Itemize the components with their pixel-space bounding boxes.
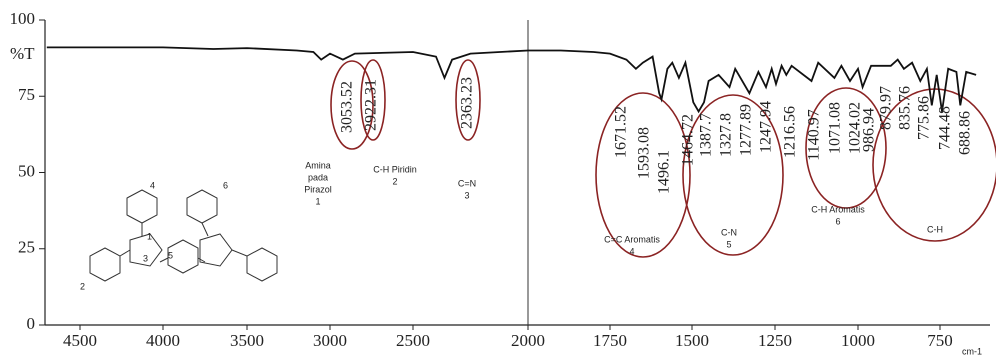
peak-label: 1464.72 bbox=[680, 114, 697, 166]
x-tick-label: 3000 bbox=[313, 331, 347, 350]
peak-label: 744.48 bbox=[937, 106, 954, 150]
peak-label: 1496.1 bbox=[656, 150, 673, 194]
peak-label: 775.86 bbox=[916, 96, 933, 140]
x-tick-label: 3500 bbox=[230, 331, 264, 350]
group-label: Pirazol bbox=[304, 184, 332, 194]
group-label: 6 bbox=[835, 216, 840, 226]
group-label: 3 bbox=[464, 190, 469, 200]
ring bbox=[89, 247, 121, 282]
ring bbox=[186, 189, 218, 224]
x-tick-label: 4500 bbox=[63, 331, 97, 350]
x-tick-label: 1750 bbox=[593, 331, 627, 350]
group-label: 2 bbox=[392, 176, 397, 186]
group-label: 4 bbox=[629, 246, 634, 256]
bond bbox=[231, 249, 248, 257]
peak-label: 1024.02 bbox=[847, 102, 864, 154]
bond bbox=[159, 257, 169, 263]
x-tick-label: 1250 bbox=[758, 331, 792, 350]
group-label: C=N bbox=[458, 178, 476, 188]
peak-label: 2922.31 bbox=[363, 79, 380, 131]
ring bbox=[199, 233, 233, 267]
group-label: pada bbox=[308, 172, 328, 182]
structure-label: 2 bbox=[80, 281, 85, 291]
peak-label: 986.94 bbox=[861, 108, 878, 152]
group-label: C-H Piridin bbox=[373, 164, 417, 174]
bond bbox=[197, 257, 206, 263]
peak-label: 1140.97 bbox=[806, 109, 823, 160]
peak-label: 835.76 bbox=[897, 86, 914, 130]
y-tick-label: 25 bbox=[18, 238, 35, 257]
ring bbox=[167, 239, 199, 274]
bond bbox=[119, 249, 131, 257]
ellipse bbox=[330, 60, 374, 150]
molecule bbox=[89, 189, 278, 282]
peak-label: 879.97 bbox=[878, 86, 895, 130]
ellipse bbox=[455, 59, 481, 141]
group-label: Amina bbox=[305, 160, 331, 170]
x-tick-label: 4000 bbox=[146, 331, 180, 350]
x-tick-label: 750 bbox=[927, 331, 953, 350]
ellipse bbox=[595, 92, 691, 258]
group-label: 5 bbox=[726, 239, 731, 249]
peak-label: 1387.7 bbox=[698, 113, 715, 157]
ring bbox=[246, 247, 278, 282]
y-tick-label: 50 bbox=[18, 161, 35, 180]
structure-label: 6 bbox=[223, 180, 228, 190]
group-label: C-H bbox=[927, 224, 943, 234]
peak-label: 1327.8 bbox=[718, 113, 735, 157]
ring bbox=[126, 189, 158, 224]
y-tick-label: 0 bbox=[27, 314, 36, 333]
peak-label: 1671.52 bbox=[613, 106, 630, 158]
x-tick-label: 2000 bbox=[511, 331, 545, 350]
peak-label: 1247.94 bbox=[758, 101, 775, 153]
structure-label: 3 bbox=[143, 253, 148, 263]
peak-label: 3053.52 bbox=[339, 81, 356, 133]
x-tick-label: 1500 bbox=[675, 331, 709, 350]
spectrum-line bbox=[46, 46, 977, 114]
peak-label: 1071.08 bbox=[827, 102, 844, 154]
group-label: C-N bbox=[721, 227, 737, 237]
y-axis-label: %T bbox=[10, 44, 35, 63]
structure-label: 4 bbox=[150, 180, 155, 190]
y-tick-label: 75 bbox=[18, 85, 35, 104]
x-tick-label: 2500 bbox=[396, 331, 430, 350]
x-axis-label: cm-1 bbox=[962, 346, 982, 356]
y-tick-label: 100 bbox=[10, 9, 36, 28]
structure-label: 5 bbox=[168, 250, 173, 260]
peak-label: 1277.89 bbox=[738, 104, 755, 156]
structure-label: 1 bbox=[147, 231, 152, 241]
peak-label: 1216.56 bbox=[782, 106, 799, 158]
ellipse bbox=[360, 59, 386, 141]
x-tick-label: 1000 bbox=[841, 331, 875, 350]
peak-label: 2363.23 bbox=[459, 77, 476, 129]
group-label: C=C Aromatis bbox=[604, 234, 660, 244]
ring bbox=[129, 233, 163, 267]
ellipse bbox=[682, 94, 784, 256]
group-label: C-H Aromatis bbox=[811, 204, 865, 214]
peak-label: 1593.08 bbox=[636, 127, 653, 179]
bond bbox=[201, 222, 209, 237]
ellipse bbox=[805, 87, 887, 209]
group-label: 1 bbox=[315, 196, 320, 206]
peak-label: 688.86 bbox=[957, 111, 974, 155]
